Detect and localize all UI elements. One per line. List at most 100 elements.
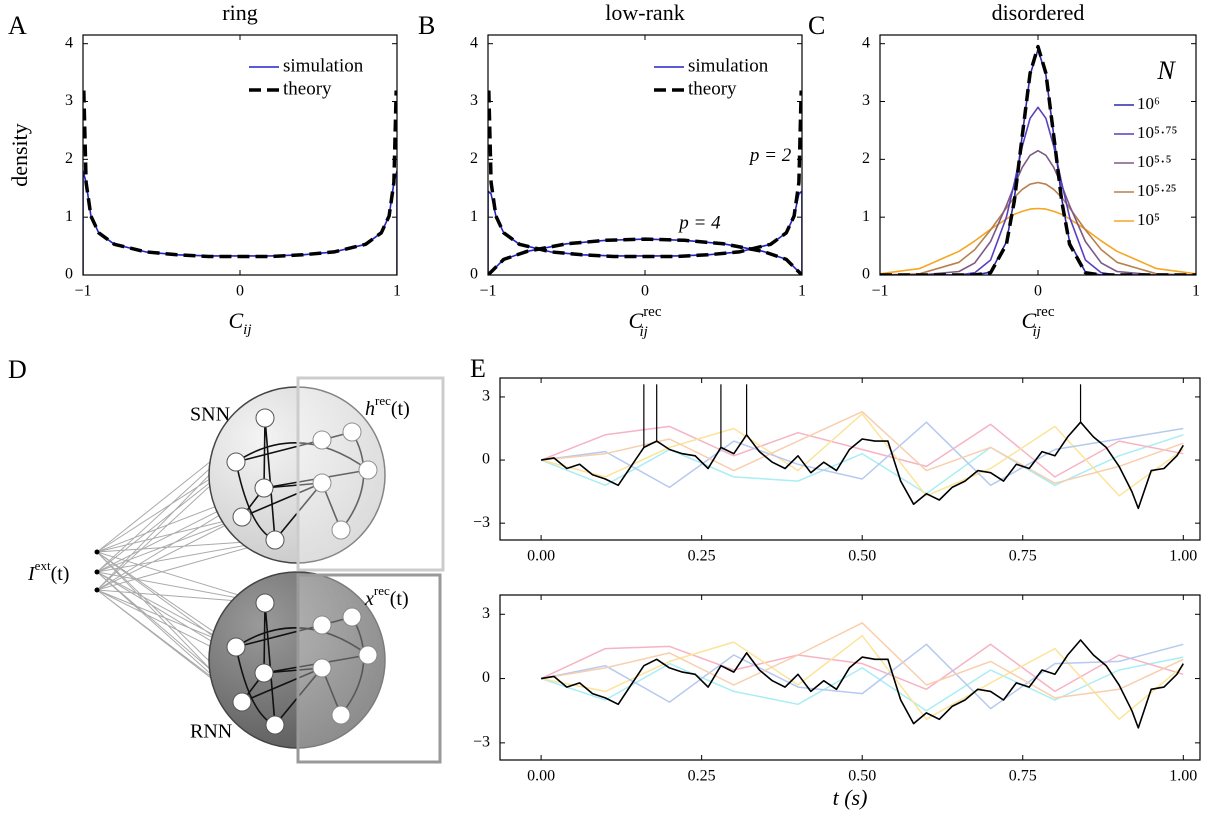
x-axis-label: Crec ij bbox=[1022, 304, 1055, 340]
y-tick-label: 3 bbox=[482, 388, 490, 405]
x-axis-label-base: C bbox=[629, 308, 644, 333]
snn-box bbox=[296, 376, 445, 572]
y-tick-label: −3 bbox=[473, 514, 490, 531]
panel-letter: B bbox=[418, 11, 435, 40]
i-sup: ext bbox=[35, 558, 51, 573]
panel-letter: A bbox=[8, 11, 27, 40]
input-connections bbox=[96, 417, 276, 726]
y-tick-label: 3 bbox=[482, 605, 490, 622]
series-group bbox=[540, 622, 1184, 729]
series-line bbox=[83, 170, 397, 275]
h-label: hrec(t) bbox=[365, 393, 410, 420]
x-axis-label-sup: rec bbox=[643, 304, 662, 320]
legend-label: simulation bbox=[688, 55, 769, 76]
y-tick-label: 2 bbox=[470, 150, 478, 167]
y-tick-label: 3 bbox=[470, 92, 478, 109]
x-tick-label: 0.25 bbox=[688, 768, 716, 785]
y-tick-label: 4 bbox=[470, 34, 478, 51]
y-tick-label: 0 bbox=[482, 669, 490, 686]
x-tick-label: 1.00 bbox=[1169, 768, 1197, 785]
plot-frame bbox=[499, 377, 1201, 541]
x-tick-label: −1 bbox=[479, 283, 496, 300]
x-axis-label-sub: ij bbox=[243, 322, 251, 338]
x-tick-label: 0.00 bbox=[527, 768, 555, 785]
x-axis-label-sub: ij bbox=[640, 324, 648, 340]
h-arg: (t) bbox=[391, 398, 410, 420]
x-tick-label: 0 bbox=[236, 283, 244, 300]
y-tick-label: 3 bbox=[862, 92, 870, 109]
x-tick-label: −1 bbox=[74, 283, 91, 300]
x-axis-label: Crec ij bbox=[629, 304, 662, 340]
x-tick-label: 0.50 bbox=[848, 768, 876, 785]
plot-frame bbox=[82, 34, 398, 276]
annotation: p = 2 bbox=[748, 145, 792, 166]
y-tick-label: 2 bbox=[862, 150, 870, 167]
x-tick-label: 1 bbox=[393, 283, 401, 300]
x-tick-label: 1 bbox=[798, 283, 806, 300]
network bbox=[226, 408, 378, 550]
legend-label: simulation bbox=[283, 55, 364, 76]
series-line bbox=[540, 413, 1184, 497]
input-node bbox=[94, 549, 100, 555]
y-tick-label: 3 bbox=[65, 92, 73, 109]
chart-title: disordered bbox=[992, 0, 1085, 25]
x-axis-label: Cij bbox=[228, 308, 251, 338]
plot-frame bbox=[879, 34, 1197, 276]
legend-label: theory bbox=[283, 78, 332, 99]
y-tick-label: 1 bbox=[65, 208, 73, 225]
input-node bbox=[94, 587, 100, 593]
y-axis-label: density bbox=[7, 123, 32, 187]
series-line bbox=[880, 207, 1196, 275]
series-line bbox=[488, 90, 802, 259]
series-line bbox=[540, 643, 1184, 693]
legend-title: N bbox=[1156, 56, 1176, 85]
i-arg: (t) bbox=[51, 563, 70, 585]
plot-frame bbox=[487, 34, 803, 276]
y-tick-label: 1 bbox=[862, 208, 870, 225]
x-arg: (t) bbox=[390, 588, 409, 610]
series-line bbox=[540, 656, 1184, 712]
y-tick-label: 0 bbox=[470, 266, 478, 283]
y-tick-label: 1 bbox=[470, 208, 478, 225]
h-base: h bbox=[365, 398, 375, 420]
series-line bbox=[540, 421, 1184, 510]
snn-label: SNN bbox=[190, 404, 230, 426]
x-tick-label: 0 bbox=[641, 283, 649, 300]
series-group bbox=[83, 90, 397, 275]
series-line bbox=[540, 622, 1184, 699]
y-tick-label: 4 bbox=[65, 34, 73, 51]
y-tick-label: 0 bbox=[862, 266, 870, 283]
x-tick-label: 0.00 bbox=[527, 548, 555, 565]
h-sup: rec bbox=[375, 393, 391, 408]
x-tick-label: 0.75 bbox=[1009, 548, 1037, 565]
x-tick-label: 1.00 bbox=[1169, 548, 1197, 565]
series-line bbox=[488, 237, 802, 275]
series-line bbox=[541, 410, 1184, 484]
y-tick-label: 2 bbox=[65, 150, 73, 167]
x-axis-label-base: C bbox=[228, 308, 243, 333]
chart: t (s) 0.00 0.25 0.50 0.75 1.00 −3 0 3 bbox=[473, 594, 1201, 810]
x-axis-label: t (s) bbox=[833, 785, 868, 810]
x-axis-label-base: C bbox=[1022, 308, 1037, 333]
x-label: xrec(t) bbox=[364, 583, 409, 610]
x-base: x bbox=[364, 588, 374, 610]
legend-label: theory bbox=[688, 78, 737, 99]
series-line bbox=[488, 190, 802, 275]
series-line bbox=[540, 423, 1184, 478]
x-tick-label: 0.75 bbox=[1009, 768, 1037, 785]
x-tick-label: −1 bbox=[871, 283, 888, 300]
x-axis-label-sub: ij bbox=[1033, 324, 1041, 340]
series-line bbox=[880, 149, 1196, 275]
series-line bbox=[540, 643, 1184, 710]
series-group bbox=[488, 90, 802, 275]
y-tick-label: 0 bbox=[482, 451, 490, 468]
series-line bbox=[540, 434, 1184, 495]
x-tick-label: 0.50 bbox=[848, 548, 876, 565]
series-group bbox=[880, 44, 1196, 275]
legend-label: 10⁵·²⁵ bbox=[1137, 181, 1177, 200]
x-axis-label-sup: rec bbox=[1036, 304, 1055, 320]
chart: E 0.00 0.25 0.50 0.75 1.00 −3 0 3 bbox=[470, 354, 1201, 565]
series-line bbox=[83, 90, 397, 259]
legend-label: 10⁵ bbox=[1137, 210, 1160, 229]
